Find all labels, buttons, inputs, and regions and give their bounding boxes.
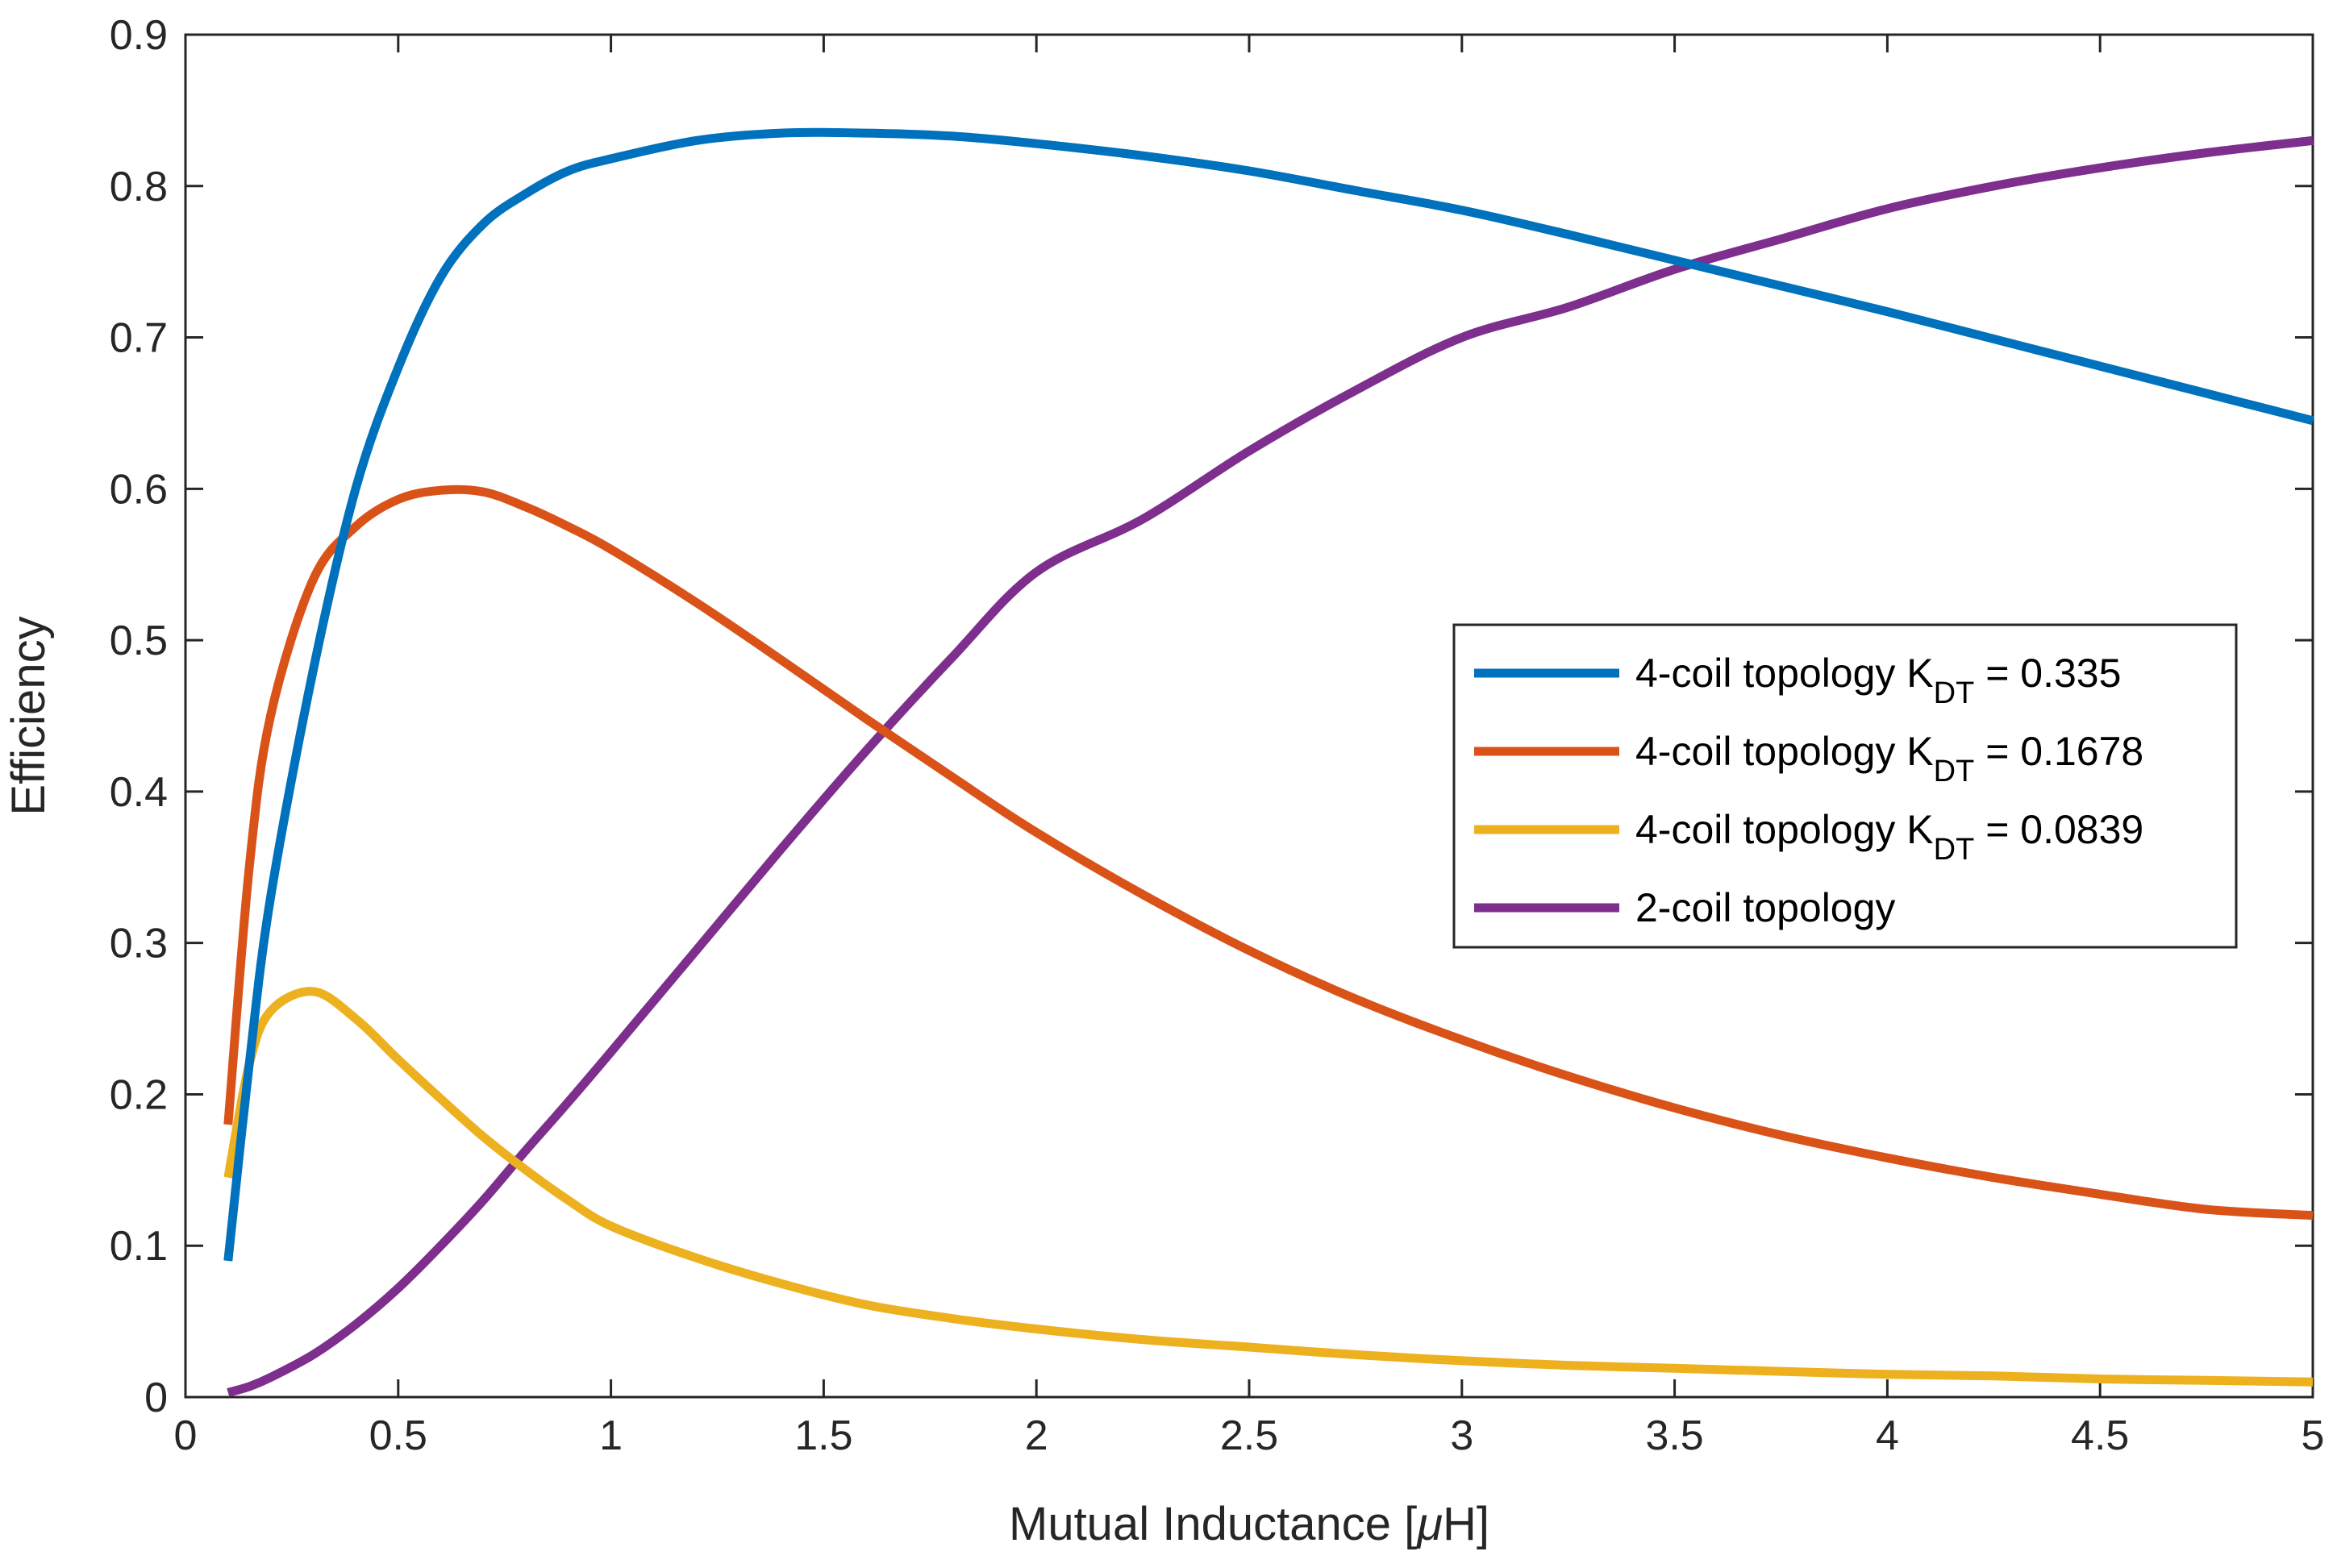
x-axis-label: Mutual Inductance [μH] bbox=[1009, 1498, 1489, 1550]
legend-label-2: 4-coil topology KDT = 0.1678 bbox=[1635, 729, 2143, 788]
legend-label-subscript: DT bbox=[1934, 676, 1975, 710]
y-tick-label: 0.8 bbox=[110, 164, 168, 210]
legend-label-3: 4-coil topology KDT = 0.0839 bbox=[1635, 807, 2143, 867]
x-tick-label: 2.5 bbox=[1220, 1412, 1278, 1459]
y-tick-label: 0.9 bbox=[110, 12, 168, 59]
legend-label-subscript: DT bbox=[1934, 755, 1975, 788]
legend-label-value: = 0.1678 bbox=[1974, 729, 2143, 774]
y-tick-label: 0.7 bbox=[110, 315, 168, 362]
x-tick-label: 5 bbox=[2302, 1412, 2325, 1459]
legend-label-value: = 0.0839 bbox=[1974, 807, 2143, 852]
legend-label-main: 2-coil topology bbox=[1635, 885, 1895, 930]
y-axis-label: Efficiency bbox=[2, 616, 55, 815]
x-axis-label-main: Mutual Inductance [ bbox=[1009, 1498, 1417, 1550]
x-tick-label: 1 bbox=[599, 1412, 623, 1459]
y-tick-label: 0 bbox=[144, 1375, 168, 1421]
series-lines bbox=[223, 127, 2314, 1397]
series-line-1 bbox=[223, 127, 2314, 1262]
y-tick-label: 0.1 bbox=[110, 1223, 168, 1270]
x-axis-label-end: H] bbox=[1443, 1498, 1489, 1550]
y-tick-label: 0.5 bbox=[110, 618, 168, 664]
y-tick-label: 0.3 bbox=[110, 921, 168, 967]
legend-label-main: 4-coil topology K bbox=[1635, 651, 1934, 696]
x-tick-label: 3 bbox=[1450, 1412, 1473, 1459]
x-tick-label: 4 bbox=[1876, 1412, 1899, 1459]
x-tick-label: 1.5 bbox=[794, 1412, 852, 1459]
legend-label-main: 4-coil topology K bbox=[1635, 807, 1934, 852]
x-tick-label: 4.5 bbox=[2071, 1412, 2129, 1459]
x-tick-label: 0.5 bbox=[369, 1412, 427, 1459]
series-line-3 bbox=[223, 987, 2314, 1387]
x-tick-label: 0 bbox=[174, 1412, 198, 1459]
legend-label-main: 4-coil topology K bbox=[1635, 729, 1934, 774]
y-tick-label: 0.4 bbox=[110, 769, 168, 816]
x-tick-label: 3.5 bbox=[1645, 1412, 1703, 1459]
y-tick-label: 0.2 bbox=[110, 1071, 168, 1118]
legend-box bbox=[1452, 623, 2238, 949]
legend-label-4: 2-coil topology bbox=[1635, 885, 1895, 930]
legend-label-1: 4-coil topology KDT = 0.335 bbox=[1635, 651, 2121, 710]
x-axis-label-mu: μ bbox=[1415, 1498, 1443, 1550]
legend-label-subscript: DT bbox=[1934, 833, 1975, 867]
axis-ticks: 0 0.5 1 1.5 2 2.5 3 3.5 4 4.5 5 0 0.1 0.2 0.3 0.4 0.5 0.6… bbox=[110, 12, 2325, 1459]
legend-label-value: = 0.335 bbox=[1974, 651, 2121, 696]
x-tick-label: 2 bbox=[1025, 1412, 1048, 1459]
y-tick-label: 0.6 bbox=[110, 466, 168, 513]
series-line-4 bbox=[227, 135, 2314, 1397]
